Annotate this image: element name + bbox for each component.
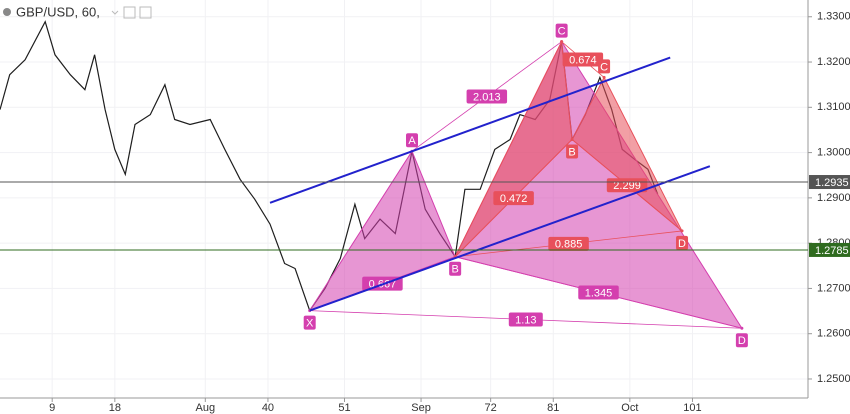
point-label: C <box>558 26 566 38</box>
ratio-label: 2.013 <box>473 91 501 103</box>
pattern-point <box>570 137 574 141</box>
point-label: D <box>738 335 746 347</box>
x-tick-label: 40 <box>262 402 274 414</box>
chart-title: GBP/USD, 60, <box>16 4 100 19</box>
harmonic-pattern: 0.472 0.674 2.299 0.885 B C D <box>453 39 689 259</box>
x-tick-label: 72 <box>485 402 497 414</box>
y-tick-label: 1.3200 <box>817 56 850 68</box>
ratio-label: 2.299 <box>613 180 641 192</box>
point-box <box>555 23 568 38</box>
symbol-dot <box>3 8 11 16</box>
pattern-point <box>740 326 744 330</box>
point-label: B <box>451 264 458 276</box>
x-tick-label: 101 <box>683 402 701 414</box>
point-label: B <box>568 146 575 158</box>
ratio-box <box>562 52 604 67</box>
point-box <box>449 261 462 276</box>
x-tick-label: Sep <box>411 402 431 414</box>
price-tag-label: 1.2935 <box>815 177 849 189</box>
point-label: D <box>678 238 686 250</box>
price-tag-label: 1.2785 <box>815 245 849 257</box>
pattern-point <box>680 229 684 233</box>
point-box <box>598 59 611 74</box>
x-tick-label: 81 <box>547 402 559 414</box>
y-tick-label: 1.3300 <box>817 11 850 23</box>
point-box <box>303 315 316 330</box>
price-tag <box>809 175 850 190</box>
pattern-point <box>560 40 564 44</box>
point-label: X <box>306 318 314 330</box>
ratio-box <box>466 89 508 104</box>
y-tick-label: 1.2700 <box>817 282 850 294</box>
y-tick-label: 1.2500 <box>817 373 850 385</box>
ratio-box <box>508 312 543 327</box>
y-tick-label: 1.2900 <box>817 192 850 204</box>
point-label: A <box>408 135 416 147</box>
point-label: C <box>600 61 608 73</box>
y-tick-label: 1.2600 <box>817 328 850 340</box>
ratio-label: 1.345 <box>585 287 613 299</box>
x-tick-label: Oct <box>621 402 638 414</box>
ratio-box <box>548 236 589 251</box>
point-box <box>735 333 748 348</box>
pattern-point <box>602 75 606 79</box>
settings-icon[interactable] <box>123 6 136 19</box>
ratio-box <box>578 285 619 300</box>
ratio-label: 0.885 <box>555 239 583 251</box>
x-tick-label: 9 <box>49 402 55 414</box>
y-tick-label: 1.3100 <box>817 101 850 113</box>
ratio-label: 0.674 <box>569 54 597 66</box>
point-box <box>406 133 419 148</box>
trend-line <box>269 56 671 204</box>
title-bar: GBP/USD, 60, <box>3 4 152 19</box>
ratio-box <box>493 191 534 206</box>
x-tick-label: 18 <box>109 402 121 414</box>
close-icon[interactable] <box>139 6 152 19</box>
ratio-label: 0.472 <box>500 193 528 205</box>
trend-line <box>309 165 711 312</box>
x-tick-label: 51 <box>338 402 350 414</box>
x-tick-label: Aug <box>196 402 216 414</box>
dropdown-icon[interactable] <box>111 10 119 15</box>
point-box <box>676 235 689 250</box>
price-tag <box>809 242 850 257</box>
ratio-label: 1.13 <box>515 314 536 326</box>
point-box <box>566 144 579 159</box>
y-tick-label: 1.3000 <box>817 146 850 158</box>
